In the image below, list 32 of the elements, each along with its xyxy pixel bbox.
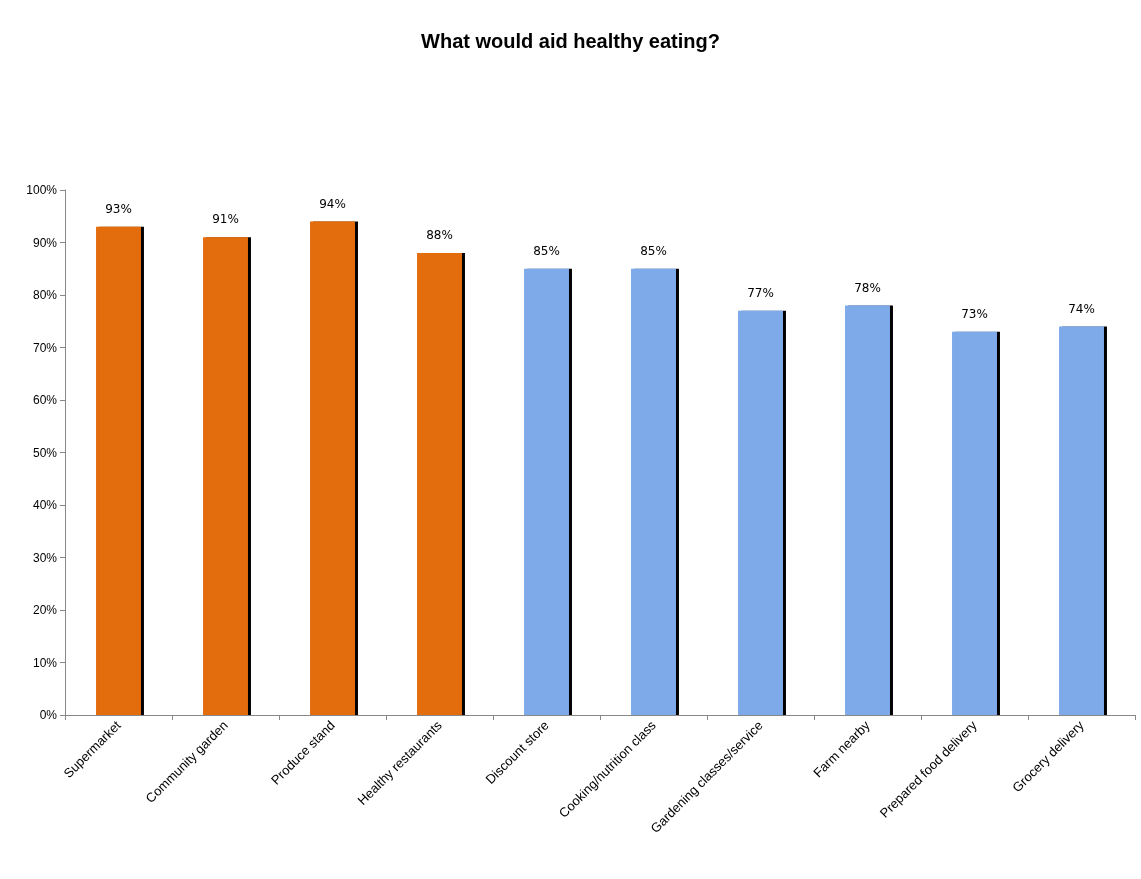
bar: [952, 331, 997, 715]
data-label: 93%: [105, 201, 132, 216]
data-label: 85%: [533, 243, 560, 258]
data-label: 94%: [319, 196, 346, 211]
bar: [845, 305, 890, 715]
data-label: 78%: [854, 280, 881, 295]
data-label: 85%: [640, 243, 667, 258]
bar: [203, 237, 248, 715]
y-tick-label: 100%: [26, 183, 58, 197]
y-tick-label: 20%: [32, 603, 58, 617]
y-tick-label: 70%: [32, 340, 58, 355]
y-tick-label: 90%: [32, 235, 58, 250]
data-label: 88%: [426, 228, 453, 242]
y-tick-label: 40%: [32, 498, 58, 512]
bar: [310, 221, 355, 715]
y-tick-label: 80%: [32, 288, 58, 302]
bar: [1059, 326, 1104, 715]
y-tick-label: 30%: [32, 550, 58, 565]
bar: [524, 268, 569, 715]
chart-title: What would aid healthy eating?: [421, 30, 720, 52]
y-tick-label: 60%: [32, 393, 58, 407]
data-label: 73%: [961, 306, 988, 321]
bar: [417, 253, 462, 715]
data-label: 91%: [212, 212, 239, 227]
y-tick-label: 0%: [39, 708, 58, 722]
data-label: 74%: [1068, 301, 1095, 316]
bar: [738, 310, 783, 715]
y-tick-label: 10%: [32, 655, 58, 670]
data-label: 77%: [747, 285, 774, 300]
y-tick-label: 50%: [32, 445, 58, 460]
bar: [631, 268, 676, 715]
bar: [96, 226, 141, 715]
